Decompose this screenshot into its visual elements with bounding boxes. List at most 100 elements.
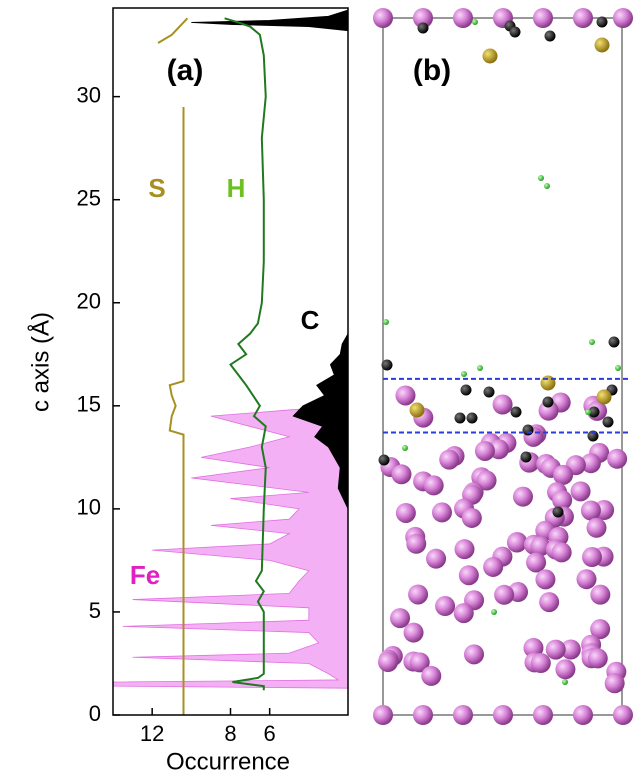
y-axis-label: c axis (Å) — [26, 312, 54, 412]
atom — [585, 409, 591, 415]
panel-label: (a) — [167, 54, 204, 87]
atom — [535, 569, 555, 589]
atom — [588, 648, 608, 668]
atom — [543, 397, 554, 408]
atom — [413, 705, 433, 725]
atom — [523, 425, 534, 436]
atom — [408, 584, 428, 604]
atom — [573, 705, 593, 725]
atom — [439, 450, 459, 470]
series-label: H — [227, 173, 246, 203]
atom — [418, 23, 429, 34]
atom — [379, 455, 390, 466]
atom — [373, 705, 393, 725]
x-tick-label: 6 — [264, 721, 276, 746]
atom — [410, 403, 425, 418]
atom — [483, 557, 503, 577]
atom — [472, 19, 478, 25]
atom — [597, 390, 612, 405]
plot-area — [113, 10, 348, 715]
atom — [521, 452, 532, 463]
atomic-structure — [373, 8, 633, 725]
atom — [571, 481, 591, 501]
atom — [541, 376, 556, 391]
x-tick-label: 8 — [224, 721, 236, 746]
atom — [573, 8, 593, 28]
area — [191, 10, 348, 509]
y-tick-label: 15 — [77, 392, 101, 417]
atom — [483, 49, 498, 64]
atom — [454, 603, 474, 623]
x-tick-label: 12 — [140, 721, 164, 746]
atom — [475, 441, 495, 461]
atom — [455, 413, 466, 424]
x-axis-label: Occurrence — [166, 748, 290, 775]
atom — [607, 449, 627, 469]
y-tick-label: 30 — [77, 82, 101, 107]
y-tick-label: 20 — [77, 289, 101, 314]
panel-label: (b) — [413, 54, 451, 87]
atom — [545, 31, 556, 42]
atom — [432, 502, 452, 522]
atom — [453, 705, 473, 725]
atom — [581, 501, 601, 521]
atom — [613, 705, 633, 725]
atom — [491, 609, 497, 615]
atom — [603, 417, 614, 428]
y-tick-label: 5 — [89, 598, 101, 623]
atom — [544, 183, 550, 189]
atom — [555, 659, 575, 679]
atom — [615, 365, 621, 371]
atom — [493, 394, 513, 414]
atom — [597, 17, 608, 28]
atom — [507, 533, 527, 553]
atom — [477, 365, 483, 371]
atom — [590, 585, 610, 605]
y-tick-label: 25 — [77, 186, 101, 211]
y-tick-label: 0 — [89, 701, 101, 726]
atom — [484, 387, 495, 398]
atom — [404, 623, 424, 643]
atom — [378, 652, 398, 672]
atom — [402, 445, 408, 451]
atom — [533, 705, 553, 725]
atom — [424, 475, 444, 495]
atom — [493, 705, 513, 725]
atom — [513, 487, 533, 507]
atom — [464, 644, 484, 664]
atom — [395, 385, 415, 405]
atom — [459, 565, 479, 585]
atom — [576, 569, 596, 589]
atom — [382, 360, 393, 371]
atom — [613, 8, 633, 28]
figure: (a) (b) Occurrence c axis (Å) FeCSH05101… — [0, 0, 637, 779]
series-label: S — [148, 173, 165, 203]
atom — [589, 339, 595, 345]
atom — [396, 503, 416, 523]
atom — [406, 534, 426, 554]
y-tick-label: 10 — [77, 495, 101, 520]
atom — [539, 592, 559, 612]
atom — [461, 385, 472, 396]
atom — [383, 319, 389, 325]
atom — [605, 673, 625, 693]
atom — [538, 175, 544, 181]
atom — [586, 518, 606, 538]
atom — [467, 413, 478, 424]
atom — [462, 508, 482, 528]
atom — [553, 507, 564, 518]
atom — [373, 8, 393, 28]
atom — [533, 8, 553, 28]
atom — [461, 371, 467, 377]
atom — [453, 8, 473, 28]
atom — [494, 585, 514, 605]
atom — [391, 464, 411, 484]
atom — [595, 38, 610, 53]
atom — [421, 666, 441, 686]
atom — [511, 407, 522, 418]
atom — [526, 552, 546, 572]
atom — [582, 547, 602, 567]
line — [158, 18, 187, 715]
cell-box — [383, 18, 622, 715]
atom — [552, 542, 572, 562]
